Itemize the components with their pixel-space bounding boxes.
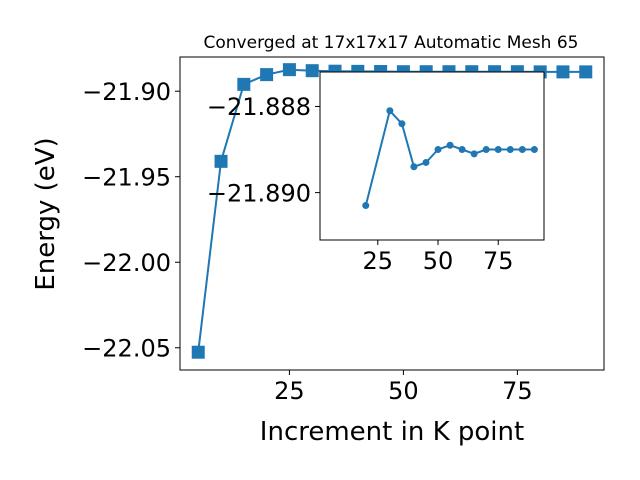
main-data-point xyxy=(556,65,570,79)
inset-data-point xyxy=(398,120,406,128)
main-data-point xyxy=(305,64,319,78)
main-y-tick-label: −22.00 xyxy=(82,249,171,277)
inset-y-tick-label: −21.890 xyxy=(207,179,311,207)
main-y-axis: −21.90 −21.95 −22.00 −22.05 xyxy=(82,78,180,362)
inset-y-tick-label: −21.888 xyxy=(207,93,311,121)
x-axis-label: Increment in K point xyxy=(260,417,524,447)
main-axes-frame xyxy=(179,56,605,371)
main-data-point xyxy=(191,345,205,359)
main-data-point xyxy=(579,65,593,79)
inset-axes: 25 50 75 −21.890 −21.888 xyxy=(207,71,545,275)
inset-x-tick-label: 25 xyxy=(363,247,394,275)
inset-data-point xyxy=(434,146,442,154)
main-data-point xyxy=(237,77,251,91)
inset-x-tick-label: 75 xyxy=(483,247,514,275)
main-y-tick-label: −22.05 xyxy=(82,334,171,362)
inset-data-point xyxy=(458,146,466,154)
main-x-axis: 25 50 75 xyxy=(274,370,533,405)
inset-data-point xyxy=(530,146,538,154)
main-data-point xyxy=(214,154,228,168)
main-data-point xyxy=(282,63,296,77)
inset-data-point xyxy=(422,158,430,166)
main-y-tick-label: −21.95 xyxy=(82,163,171,191)
main-x-tick-label: 25 xyxy=(274,377,305,405)
inset-data-point xyxy=(470,150,478,158)
main-data-point xyxy=(260,68,274,82)
inset-x-tick-label: 50 xyxy=(423,247,454,275)
inset-data-point xyxy=(494,146,502,154)
main-x-tick-label: 50 xyxy=(388,377,419,405)
inset-data-point xyxy=(506,146,514,154)
inset-axes-frame xyxy=(319,71,545,241)
inset-y-axis: −21.890 −21.888 xyxy=(207,93,320,207)
chart-title: Converged at 17x17x17 Automatic Mesh 65 xyxy=(204,33,579,53)
y-axis-label: Energy (eV) xyxy=(31,137,61,290)
inset-data-point xyxy=(518,146,526,154)
inset-data-point xyxy=(446,141,454,149)
main-y-tick-label: −21.90 xyxy=(82,78,171,106)
inset-data-point xyxy=(410,163,418,171)
inset-data-point xyxy=(362,202,370,210)
inset-data-point xyxy=(482,146,490,154)
inset-plot-area xyxy=(362,107,538,210)
main-x-tick-label: 75 xyxy=(502,377,533,405)
inset-x-axis: 25 50 75 xyxy=(363,240,514,275)
inset-data-point xyxy=(386,107,394,115)
